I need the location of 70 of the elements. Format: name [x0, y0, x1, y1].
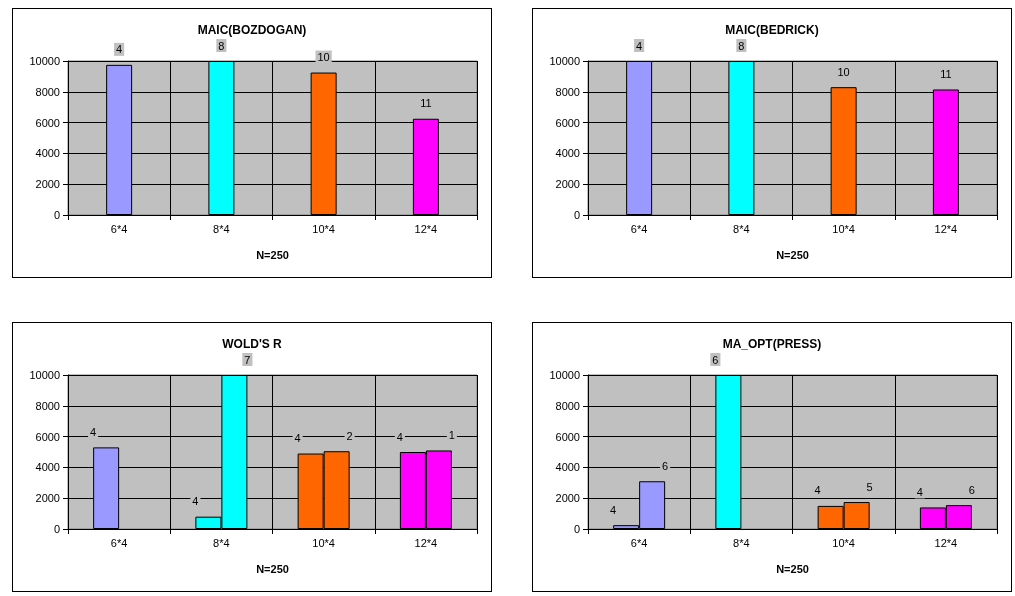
- annotation: 7: [244, 353, 251, 366]
- y-tick-label: 6000: [35, 430, 60, 443]
- y-tick-label: 4000: [555, 461, 580, 474]
- y-tick-label: 2000: [555, 492, 580, 505]
- annotation: 4: [610, 503, 617, 516]
- y-tick-label: 4000: [555, 147, 580, 160]
- y-tick-label: 8000: [555, 399, 580, 412]
- chart-title: WOLD'S R: [222, 337, 283, 351]
- x-tick-label: 8*4: [213, 222, 230, 235]
- y-tick-label: 6000: [555, 430, 580, 443]
- x-tick-label: 12*4: [414, 222, 438, 235]
- x-tick-label: 8*4: [733, 536, 750, 549]
- y-tick-label: 10000: [29, 55, 60, 67]
- y-tick-label: 2000: [35, 178, 60, 191]
- x-tick-label: 10*4: [312, 222, 335, 235]
- x-tick-label: 6*4: [110, 536, 128, 549]
- y-tick-label: 6000: [555, 116, 580, 129]
- annotation: 11: [940, 67, 952, 80]
- y-tick-label: 0: [573, 209, 580, 221]
- y-tick-label: 10000: [29, 369, 60, 381]
- y-tick-label: 8000: [35, 399, 60, 412]
- x-axis-title: N=250: [776, 248, 809, 261]
- y-tick-label: 2000: [555, 178, 580, 191]
- annotation: 10: [837, 65, 850, 78]
- x-axis-title: N=250: [256, 248, 289, 261]
- x-tick-label: 8*4: [733, 222, 750, 235]
- annotation: 6: [662, 459, 669, 472]
- chart-title: MAIC(BOZDOGAN): [197, 23, 307, 37]
- annotation: 4: [916, 485, 923, 498]
- x-tick-label: 6*4: [110, 222, 128, 235]
- y-tick-label: 8000: [35, 85, 60, 98]
- annotation: 4: [90, 425, 97, 438]
- annotation: 2: [346, 429, 353, 442]
- x-tick-label: 10*4: [832, 536, 855, 549]
- x-tick-label: 8*4: [213, 536, 230, 549]
- annotation: 4: [192, 495, 199, 508]
- annotation: 6: [712, 353, 719, 366]
- chart-title: MA_OPT(PRESS): [722, 337, 822, 351]
- annotation: 4: [116, 43, 123, 56]
- y-tick-label: 4000: [35, 461, 60, 474]
- x-tick-label: 12*4: [934, 536, 958, 549]
- annotation: 1: [448, 428, 455, 441]
- x-tick-label: 10*4: [312, 536, 335, 549]
- y-tick-label: 8000: [555, 85, 580, 98]
- annotation: 6: [968, 483, 975, 496]
- annotation: 4: [814, 484, 821, 497]
- x-tick-label: 12*4: [934, 222, 958, 235]
- y-tick-label: 2000: [35, 492, 60, 505]
- x-tick-label: 6*4: [630, 222, 648, 235]
- x-axis-title: N=250: [256, 562, 289, 575]
- y-tick-label: 0: [53, 209, 60, 221]
- annotation: 4: [294, 432, 301, 445]
- annotation: 8: [218, 39, 225, 52]
- y-tick-label: 0: [53, 523, 60, 535]
- chart-title: MAIC(BEDRICK): [725, 23, 819, 37]
- annotation: 5: [866, 480, 873, 493]
- annotation: 4: [636, 39, 643, 52]
- annotation: 8: [738, 39, 745, 52]
- x-axis-title: N=250: [776, 562, 809, 575]
- y-tick-label: 4000: [35, 147, 60, 160]
- x-tick-label: 10*4: [832, 222, 855, 235]
- annotation: 11: [420, 97, 432, 110]
- y-tick-label: 10000: [549, 369, 580, 381]
- y-tick-label: 6000: [35, 116, 60, 129]
- annotation: 4: [396, 430, 403, 443]
- annotation: 10: [317, 51, 330, 64]
- y-tick-label: 10000: [549, 55, 580, 67]
- x-tick-label: 12*4: [414, 536, 438, 549]
- y-tick-label: 0: [573, 523, 580, 535]
- x-tick-label: 6*4: [630, 536, 648, 549]
